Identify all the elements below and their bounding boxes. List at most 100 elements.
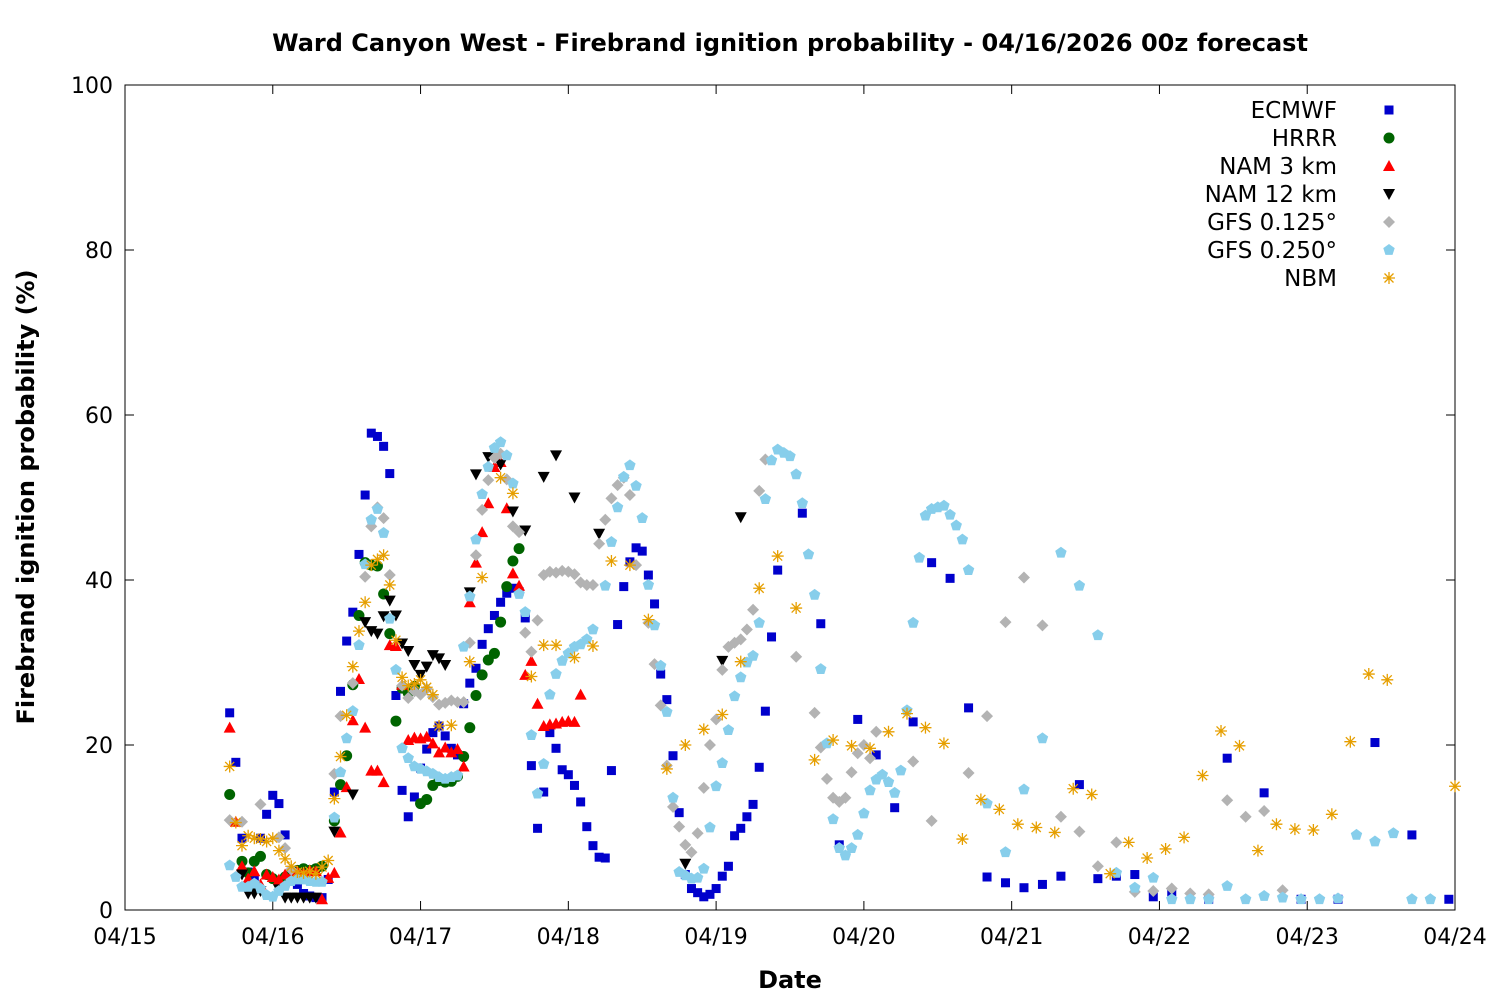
data-point: [1017, 571, 1030, 584]
data-point: [359, 721, 372, 733]
data-point: [494, 459, 507, 471]
y-axis-label: Firebrand ignition probability (%): [12, 269, 40, 724]
data-point: [1054, 810, 1067, 823]
data-point: [600, 853, 610, 863]
data-point: [465, 678, 475, 688]
x-axis: 04/15 04/16 04/17 04/18 04/19 04/20 04/21 04/22…: [93, 85, 1487, 950]
data-point: [845, 766, 858, 779]
data-point: [1036, 732, 1049, 744]
data-point: [938, 499, 950, 511]
x-tick-label: 04/23: [1276, 925, 1339, 950]
data-point: [808, 706, 821, 719]
data-point: [403, 812, 413, 822]
data-point: [1259, 788, 1269, 798]
data-point: [981, 797, 993, 809]
data-point: [390, 715, 402, 727]
data-point: [697, 781, 710, 794]
data-point: [790, 650, 803, 663]
data-point: [316, 861, 329, 874]
legend-marker: [1383, 272, 1395, 284]
data-point: [557, 765, 567, 775]
data-point: [1239, 893, 1252, 905]
data-point: [525, 670, 538, 683]
data-point: [297, 866, 310, 879]
data-point: [248, 865, 261, 877]
data-point: [268, 790, 278, 800]
data-point: [1449, 780, 1461, 793]
data-point: [537, 639, 550, 652]
data-point: [457, 760, 470, 772]
data-point: [1104, 867, 1117, 880]
legend-label: NBM: [1284, 266, 1337, 292]
data-point: [495, 616, 507, 628]
data-point: [1288, 823, 1301, 836]
data-point: [710, 713, 723, 726]
data-point: [993, 803, 1006, 816]
data-point: [611, 479, 624, 492]
data-point: [359, 596, 372, 609]
data-point: [525, 729, 538, 740]
data-point: [710, 780, 722, 792]
data-point: [796, 497, 809, 509]
data-point: [272, 873, 285, 885]
data-point: [913, 551, 926, 563]
data-point: [254, 850, 266, 862]
data-point: [839, 791, 852, 804]
data-point: [334, 766, 347, 778]
data-point: [673, 820, 686, 833]
data-point: [433, 653, 446, 665]
data-point: [599, 513, 612, 526]
data-point: [231, 757, 241, 767]
data-point: [476, 488, 488, 500]
data-point: [544, 688, 556, 700]
data-point: [471, 663, 481, 673]
data-point: [667, 791, 679, 803]
data-point: [1018, 783, 1030, 795]
data-point: [365, 513, 377, 525]
data-point: [656, 669, 666, 679]
x-axis-label: Date: [758, 966, 822, 994]
data-point: [734, 655, 747, 668]
data-point: [230, 871, 242, 882]
data-point: [1325, 808, 1338, 821]
data-point: [1196, 769, 1209, 782]
data-point: [981, 710, 994, 723]
data-point: [513, 588, 525, 599]
data-point: [469, 549, 482, 562]
data-point: [1067, 782, 1080, 795]
x-tick-label: 04/21: [980, 925, 1043, 950]
data-point: [748, 799, 758, 809]
data-point: [1215, 724, 1228, 737]
data-point: [1258, 889, 1270, 901]
data-point: [871, 750, 881, 760]
data-point: [808, 753, 821, 766]
data-point: [476, 526, 489, 538]
data-point: [377, 611, 390, 623]
data-point: [679, 739, 692, 751]
x-tick-label: 04/19: [684, 925, 747, 950]
y-tick-label: 20: [85, 734, 113, 759]
data-point: [334, 750, 347, 763]
data-point: [340, 732, 353, 744]
data-point: [483, 624, 493, 634]
data-point: [372, 431, 382, 441]
data-point: [235, 839, 248, 852]
x-tick-label: 04/22: [1128, 925, 1191, 950]
data-point: [660, 762, 673, 775]
data-point: [950, 519, 962, 531]
data-point: [853, 714, 863, 724]
data-point: [895, 764, 907, 776]
data-point: [964, 703, 974, 713]
data-point: [661, 706, 673, 717]
data-point: [747, 603, 760, 616]
data-point: [340, 709, 353, 722]
data-point: [440, 731, 450, 741]
data-point: [439, 741, 452, 753]
data-point: [1036, 619, 1049, 632]
data-point: [389, 610, 402, 622]
data-point: [704, 821, 716, 833]
legend-label: NAM 3 km: [1219, 154, 1337, 180]
data-point: [235, 860, 248, 872]
